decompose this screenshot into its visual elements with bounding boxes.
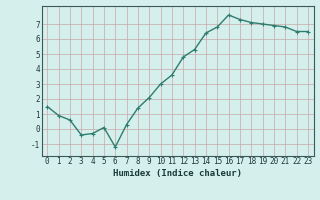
X-axis label: Humidex (Indice chaleur): Humidex (Indice chaleur) bbox=[113, 169, 242, 178]
